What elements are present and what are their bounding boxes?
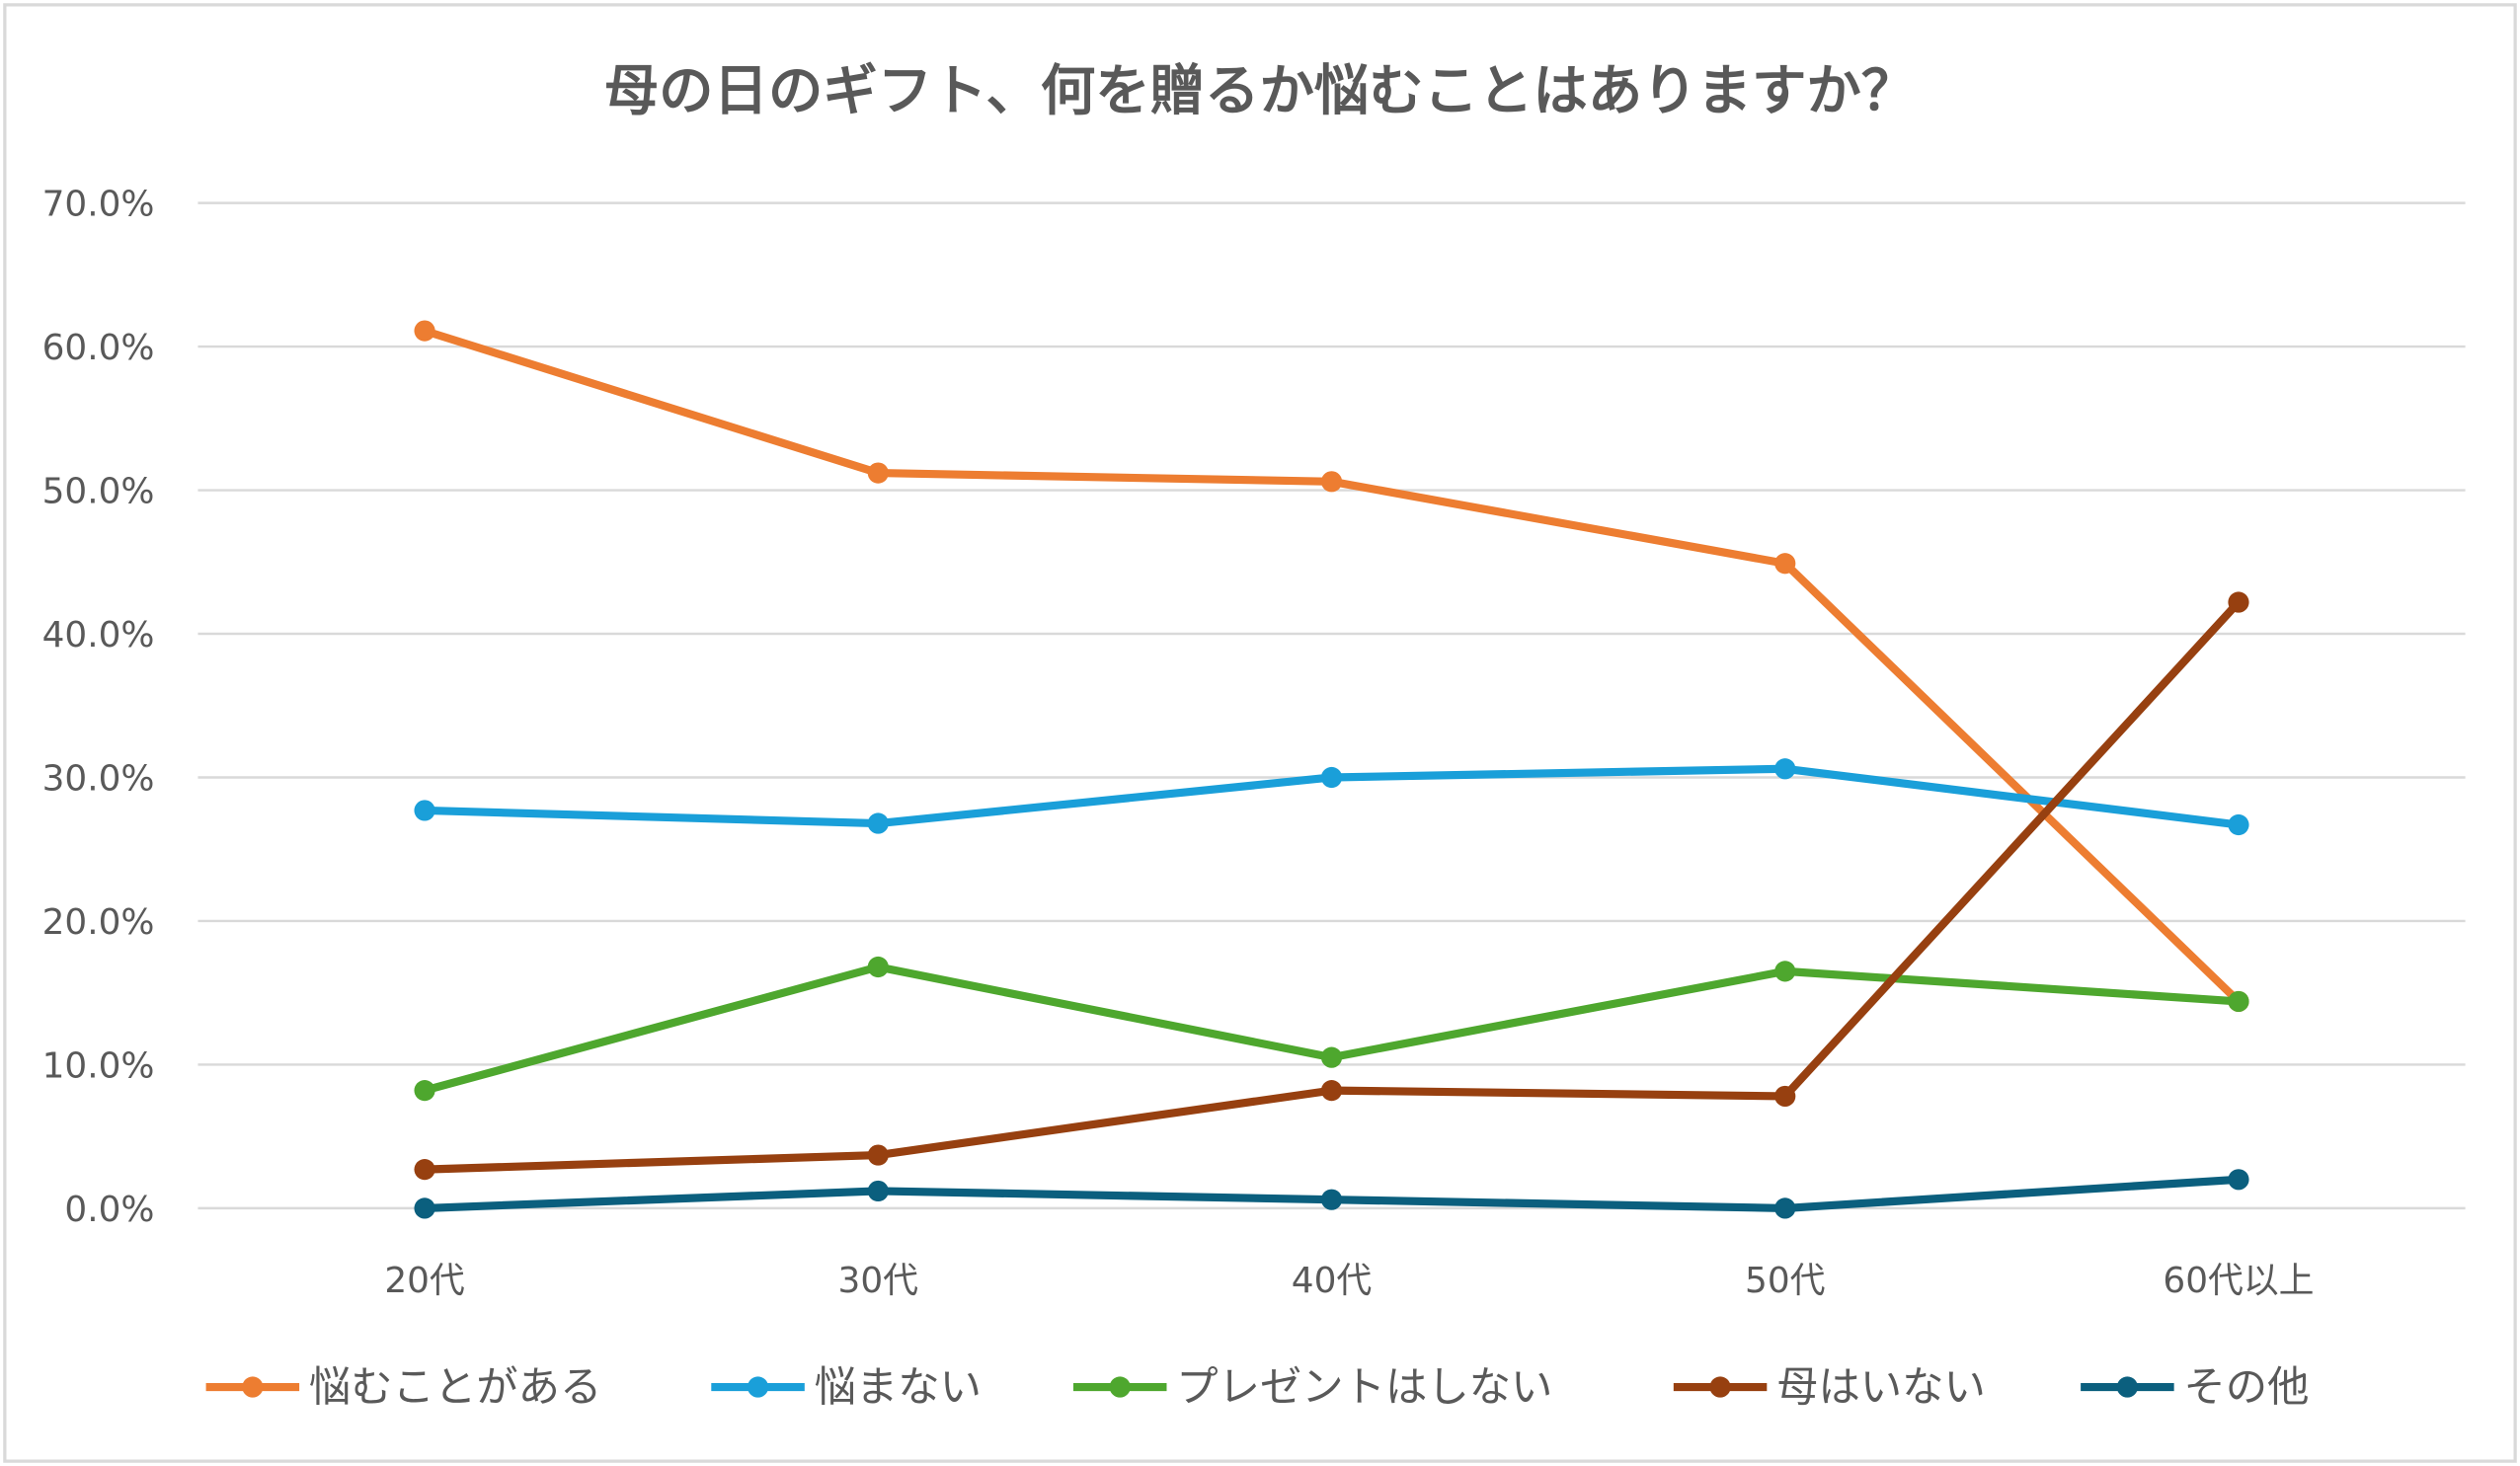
data-point [414,1197,435,1219]
data-point [414,800,435,821]
legend-label: プレゼントはしない [1176,1363,1552,1412]
legend-label: 母はいない [1776,1363,1986,1412]
data-point [867,956,889,978]
data-point [414,1159,435,1181]
data-point [1774,553,1796,575]
data-point [2228,813,2249,836]
legend-label: 悩まない [815,1363,982,1412]
legend: 悩むことがある 悩まない プレゼントはしない 母はいない その他 [205,1363,2309,1412]
data-point [1774,961,1796,982]
y-tick-label: 60.0% [42,328,155,368]
y-tick-label: 40.0% [42,615,155,656]
x-tick-label: 40代 [1292,1261,1372,1301]
y-tick-label: 70.0% [42,185,155,225]
data-point [2228,1169,2249,1191]
data-point [867,1180,889,1202]
legend-label: その他 [2183,1363,2309,1412]
data-point [2228,591,2249,613]
series-4 [414,1169,2249,1219]
data-point [1774,1085,1796,1108]
data-point [1320,1189,1343,1210]
legend-swatch-marker [1109,1376,1131,1398]
y-tick-label: 20.0% [42,902,155,943]
x-tick-label: 30代 [838,1261,918,1301]
data-point [867,812,889,834]
legend-swatch-marker [2116,1376,2138,1398]
data-point [1320,1046,1343,1068]
legend-item: プレゼントはしない [1072,1363,1552,1412]
legend-swatch-marker [747,1376,769,1398]
series-1 [414,758,2249,836]
legend-label: 悩むことがある [309,1363,601,1412]
data-point [414,320,435,342]
data-point [867,1144,889,1166]
y-tick-label: 10.0% [42,1045,155,1086]
legend-item: 悩まない [711,1363,982,1412]
x-tick-label: 50代 [1745,1261,1825,1301]
chart-title: 母の日のギフト、何を贈るか悩むことはありますか？ [604,60,1916,123]
data-point [2228,990,2249,1013]
y-tick-label: 0.0% [64,1190,154,1230]
y-tick-label: 50.0% [42,472,155,512]
data-point [1320,471,1343,493]
chart-border [3,3,2517,1463]
data-point [1320,1080,1343,1102]
y-axis-ticks: 0.0% 10.0% 20.0% 30.0% 40.0% 50.0% 60.0% 70.0% [42,185,155,1230]
data-point [1774,1197,1796,1219]
data-point [414,1080,435,1102]
data-point [1320,766,1343,789]
x-tick-label: 20代 [384,1261,464,1301]
series-lines [414,320,2249,1219]
legend-swatch-marker [242,1376,264,1398]
legend-item: 母はいない [1673,1363,1986,1412]
legend-swatch-marker [1709,1376,1731,1398]
series-2 [414,956,2249,1102]
series-3 [414,591,2249,1181]
x-tick-label: 60代以上 [2163,1261,2314,1301]
legend-item: その他 [2081,1363,2309,1412]
legend-item: 悩むことがある [205,1363,601,1412]
data-point [867,462,889,484]
x-axis-ticks: 20代 30代 40代 50代 60代以上 [384,1261,2314,1301]
y-tick-label: 30.0% [42,759,155,800]
data-point [1774,758,1796,780]
